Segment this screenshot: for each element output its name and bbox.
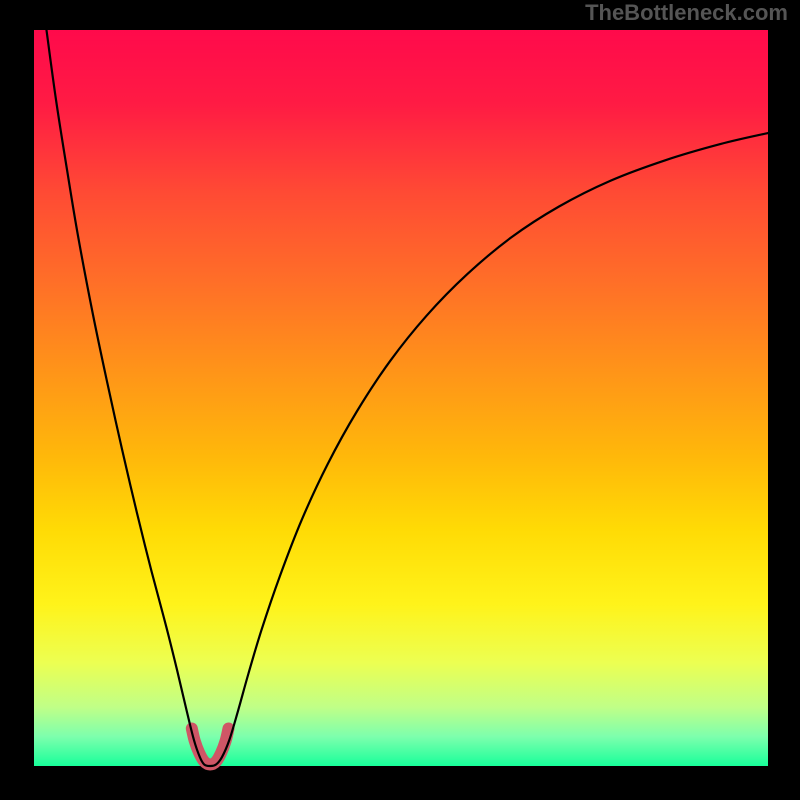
background-layer [0, 0, 800, 800]
chart-stage: TheBottleneck.com [0, 0, 800, 800]
watermark-text: TheBottleneck.com [585, 0, 788, 26]
